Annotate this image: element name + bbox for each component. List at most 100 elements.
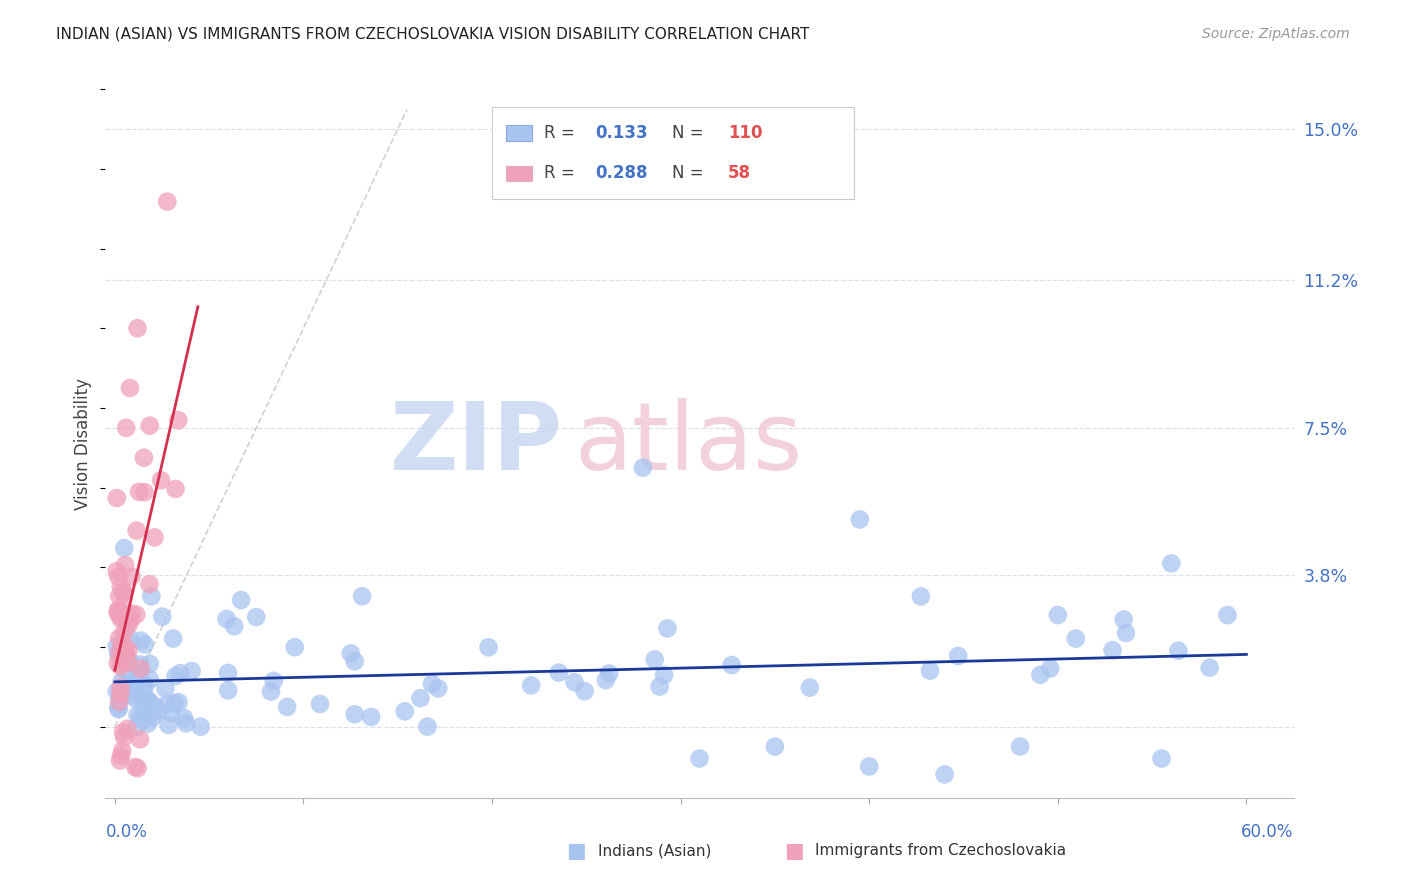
Text: N =: N =	[672, 124, 709, 142]
Point	[117, 656, 139, 670]
Point	[150, 473, 173, 487]
Bar	[506, 125, 531, 141]
Point	[132, 450, 155, 465]
Point	[1198, 661, 1220, 675]
Point	[112, 625, 135, 640]
Text: 0.288: 0.288	[595, 164, 647, 182]
Point	[849, 512, 872, 526]
Point	[117, 722, 139, 736]
Point	[135, 698, 157, 712]
Point	[124, 683, 146, 698]
Point	[1167, 644, 1189, 658]
Point	[427, 681, 450, 696]
Point	[648, 680, 671, 694]
Point	[111, 725, 134, 739]
Point	[114, 558, 136, 573]
Point	[115, 648, 138, 662]
Text: ■: ■	[785, 841, 804, 861]
Point	[156, 194, 179, 209]
Point	[108, 608, 131, 623]
Point	[229, 593, 252, 607]
Point	[118, 653, 141, 667]
Point	[120, 632, 142, 647]
Point	[105, 684, 128, 698]
Point	[217, 683, 239, 698]
Point	[127, 707, 149, 722]
Point	[946, 648, 969, 663]
Point	[117, 618, 139, 632]
Point	[165, 482, 187, 496]
Point	[105, 564, 128, 578]
Point	[136, 692, 159, 706]
Text: R =: R =	[544, 124, 579, 142]
Point	[120, 612, 142, 626]
Point	[918, 664, 941, 678]
Point	[157, 718, 180, 732]
Point	[105, 639, 128, 653]
Point	[146, 704, 169, 718]
Point	[110, 612, 132, 626]
Point	[1029, 667, 1052, 681]
Text: Source: ZipAtlas.com: Source: ZipAtlas.com	[1202, 27, 1350, 41]
Point	[574, 684, 596, 698]
Point	[129, 657, 152, 672]
Point	[108, 754, 131, 768]
Point	[134, 679, 156, 693]
Point	[1064, 632, 1087, 646]
Point	[548, 665, 571, 680]
Point	[156, 698, 179, 712]
Point	[595, 673, 617, 687]
Point	[284, 640, 307, 655]
Point	[117, 643, 139, 657]
Point	[105, 491, 128, 505]
Text: N =: N =	[672, 164, 709, 182]
Point	[111, 649, 134, 664]
Point	[143, 699, 166, 714]
Point	[112, 541, 135, 555]
Point	[644, 652, 666, 666]
Text: 58: 58	[728, 164, 751, 182]
Point	[167, 413, 190, 427]
Point	[169, 666, 191, 681]
Point	[120, 689, 142, 703]
Point	[1010, 739, 1032, 754]
Point	[174, 716, 197, 731]
Point	[114, 644, 136, 658]
Point	[143, 530, 166, 544]
Bar	[506, 166, 531, 181]
Point	[631, 460, 654, 475]
Point	[409, 691, 432, 706]
Text: R =: R =	[544, 164, 579, 182]
Point	[129, 709, 152, 723]
Point	[110, 659, 132, 673]
Point	[138, 577, 160, 591]
Point	[129, 732, 152, 747]
Point	[108, 631, 131, 645]
Point	[150, 609, 173, 624]
Point	[139, 657, 162, 671]
Point	[108, 589, 131, 603]
Point	[1046, 608, 1069, 623]
Point	[125, 524, 148, 538]
Point	[420, 677, 443, 691]
Text: 0.0%: 0.0%	[105, 822, 148, 840]
Point	[108, 690, 131, 705]
Text: Indians (Asian): Indians (Asian)	[598, 844, 711, 858]
Point	[763, 739, 786, 754]
Point	[132, 692, 155, 706]
Point	[110, 681, 132, 695]
Point	[107, 656, 129, 670]
Point	[163, 696, 186, 710]
Point	[416, 720, 439, 734]
Text: INDIAN (ASIAN) VS IMMIGRANTS FROM CZECHOSLOVAKIA VISION DISABILITY CORRELATION C: INDIAN (ASIAN) VS IMMIGRANTS FROM CZECHO…	[56, 27, 810, 42]
Point	[112, 602, 135, 616]
Point	[260, 684, 283, 698]
Point	[121, 678, 143, 692]
Point	[160, 706, 183, 721]
Point	[263, 673, 285, 688]
Point	[1101, 643, 1123, 657]
Text: ZIP: ZIP	[389, 398, 562, 490]
Point	[139, 673, 162, 687]
Point	[112, 637, 135, 651]
Point	[107, 570, 129, 584]
